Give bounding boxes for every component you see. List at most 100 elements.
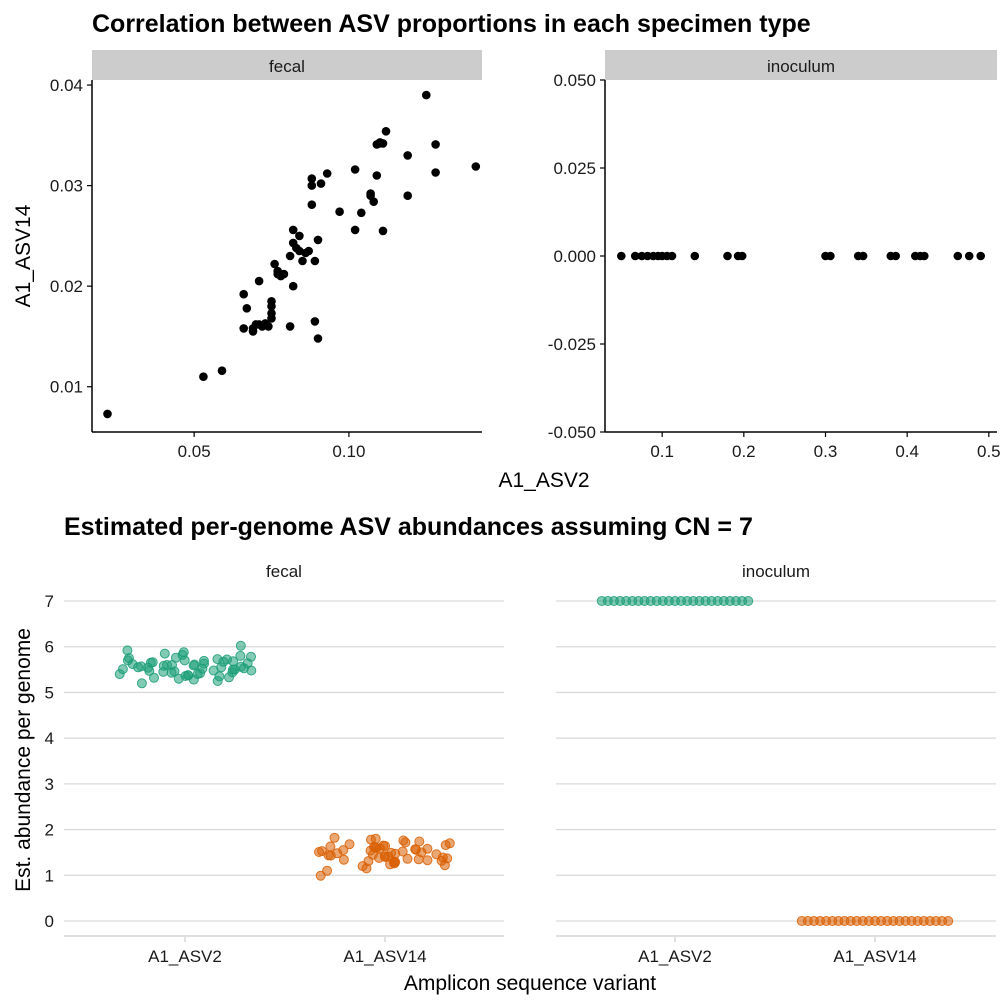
bottom-y-tick-label: 0 — [45, 912, 54, 931]
top-inoculum-point — [953, 251, 963, 261]
bottom-fecal-a1-asv14-point — [325, 841, 336, 852]
top-fecal-point — [372, 171, 382, 180]
bottom-fecal-a1-asv2-point — [159, 648, 170, 659]
bottom-fecal-points — [114, 640, 455, 881]
top-fecal-point — [267, 314, 276, 323]
top-fecal-point — [378, 226, 388, 236]
top-inoculum-point — [920, 251, 929, 261]
top-fecal-point — [310, 317, 320, 326]
top-fecal-point — [357, 208, 366, 218]
bottom-fecal-a1-asv2-point — [235, 640, 246, 651]
bottom-fecal-a1-asv2-point — [122, 645, 133, 656]
bottom-fecal-a1-asv14-point — [378, 840, 389, 851]
bottom-y-tick-label: 1 — [45, 866, 54, 885]
top-fecal-point — [242, 304, 252, 313]
top-fecal-point — [199, 372, 208, 382]
top-inoculum-x-tick-label: 0.1 — [650, 442, 674, 461]
bottom-fecal-a1-asv14-point — [422, 843, 433, 854]
top-fecal-ticks: 0.01 0.02 0.03 0.04 0.05 0.10 — [50, 76, 366, 461]
top-fecal-point — [322, 169, 332, 178]
bottom-fecal-a1-asv14-point — [422, 855, 433, 866]
bottom-fecal-a1-asv2-point — [189, 659, 200, 670]
top-inoculum-y-tick-label: -0.025 — [548, 335, 596, 354]
bottom-fecal-a1-asv14-point — [397, 846, 408, 857]
top-inoculum-point — [690, 251, 700, 261]
top-inoculum-point — [723, 251, 732, 261]
top-fecal-point — [313, 235, 323, 245]
top-inoculum-y-tick-label: 0.000 — [553, 247, 596, 266]
bottom-y-tick-label: 4 — [45, 729, 54, 748]
top-inoculum-ticks: -0.050 -0.025 0.000 0.025 0.050 0.1 0.2 0.3 0.4 0… — [548, 71, 1001, 461]
top-inoculum-x-tick-label: 0.3 — [814, 442, 838, 461]
top-fecal-point — [431, 168, 440, 177]
bottom-inoculum-strip-label: inoculum — [742, 562, 810, 581]
top-fecal-point — [267, 297, 276, 306]
top-fecal-x-tick-label: 0.10 — [332, 442, 365, 461]
top-inoculum-point — [617, 251, 626, 261]
top-fecal-point — [431, 140, 440, 149]
top-y-axis-title: A1_ASV14 — [12, 204, 35, 307]
top-fecal-point — [254, 276, 264, 286]
bottom-fecal-a1-asv14-point — [317, 846, 327, 857]
bottom-inoculum-a1-asv14-point — [943, 916, 954, 926]
bottom-fecal-a1-asv14-point — [398, 835, 409, 846]
top-inoculum-point — [964, 251, 974, 261]
bottom-fecal-a1-asv14-point — [370, 833, 381, 844]
top-fecal-point — [285, 322, 295, 331]
top-inoculum-x-tick-label: 0.2 — [732, 442, 756, 461]
top-fecal-point — [313, 334, 323, 343]
bottom-fecal-x-tick-label: A1_ASV2 — [148, 947, 222, 966]
bottom-inoculum-a1-asv2-point — [743, 596, 754, 606]
top-fecal-point — [103, 409, 112, 419]
top-fecal-point — [422, 90, 431, 100]
bottom-x-axis-title: Amplicon sequence variant — [404, 972, 656, 995]
top-inoculum-panel: inoculum -0.050 -0.025 0.000 0.025 0.050 0.1 0… — [548, 50, 1001, 461]
top-inoculum-y-tick-label: 0.025 — [553, 159, 596, 178]
top-inoculum-point — [976, 251, 985, 261]
top-fecal-point — [264, 322, 273, 331]
top-fecal-y-tick-label: 0.04 — [50, 76, 83, 95]
top-fecal-point — [239, 324, 248, 333]
bottom-fecal-a1-asv2-point — [117, 664, 128, 675]
bottom-y-tick-label: 5 — [45, 683, 54, 702]
bottom-fecal-strip-label: fecal — [266, 562, 302, 581]
top-fecal-point — [285, 251, 295, 261]
top-fecal-points — [103, 90, 481, 419]
top-fecal-point — [270, 259, 279, 269]
bottom-fecal-a1-asv14-point — [322, 865, 333, 876]
top-fecal-point — [307, 174, 317, 183]
top-inoculum-y-tick-label: -0.050 — [548, 423, 596, 442]
top-fecal-x-tick-label: 0.05 — [178, 442, 211, 461]
top-fecal-point — [350, 165, 360, 174]
top-fecal-strip-label: fecal — [269, 57, 305, 76]
top-inoculum-point — [667, 251, 677, 261]
top-x-axis-title: A1_ASV2 — [498, 469, 589, 492]
bottom-fecal-a1-asv2-point — [222, 654, 232, 665]
bottom-fecal-a1-asv2-point — [136, 678, 147, 689]
top-fecal-point — [239, 289, 248, 299]
top-inoculum-point — [891, 251, 900, 261]
top-fecal-y-tick-label: 0.02 — [50, 277, 83, 296]
top-fecal-point — [316, 179, 326, 188]
top-fecal-point — [298, 256, 307, 266]
bottom-fecal-a1-asv14-point — [402, 853, 413, 864]
top-fecal-point — [217, 366, 227, 376]
bottom-fecal-a1-asv2-point — [199, 655, 209, 666]
bottom-fecal-a1-asv14-point — [431, 849, 442, 860]
bottom-fecal-a1-asv2-point — [147, 657, 158, 668]
bottom-fecal-a1-asv2-point — [246, 651, 256, 662]
top-fecal-point — [369, 197, 379, 206]
bottom-fecal-a1-asv14-point — [344, 839, 355, 850]
bottom-fecal-a1-asv14-point — [329, 832, 340, 843]
top-fecal-strip — [92, 50, 482, 80]
bottom-fecal-a1-asv14-point — [414, 836, 425, 847]
top-inoculum-strip — [605, 50, 997, 80]
top-fecal-panel: fecal 0.01 0.02 0.03 0.04 0.05 0.10 — [50, 50, 482, 461]
bottom-fecal-a1-asv2-point — [149, 672, 159, 683]
top-inoculum-x-tick-label: 0.5 — [977, 442, 1001, 461]
top-inoculum-point — [630, 251, 640, 261]
top-fecal-point — [350, 225, 360, 235]
top-inoculum-point — [858, 251, 868, 261]
bottom-y-tick-label: 6 — [45, 638, 54, 657]
